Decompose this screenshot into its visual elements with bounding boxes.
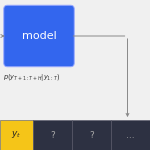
Bar [72, 120, 111, 150]
Text: $y_t$: $y_t$ [11, 129, 22, 141]
Bar [0, 120, 33, 150]
Text: ...: ... [126, 130, 135, 140]
Text: $p(y_{T+1:T+H}|y_{1:T})$: $p(y_{T+1:T+H}|y_{1:T})$ [3, 72, 60, 83]
FancyBboxPatch shape [4, 5, 74, 67]
Bar [33, 120, 72, 150]
Text: ?: ? [50, 130, 55, 140]
Text: ?: ? [89, 130, 94, 140]
Text: model: model [22, 31, 56, 41]
Bar [111, 120, 150, 150]
